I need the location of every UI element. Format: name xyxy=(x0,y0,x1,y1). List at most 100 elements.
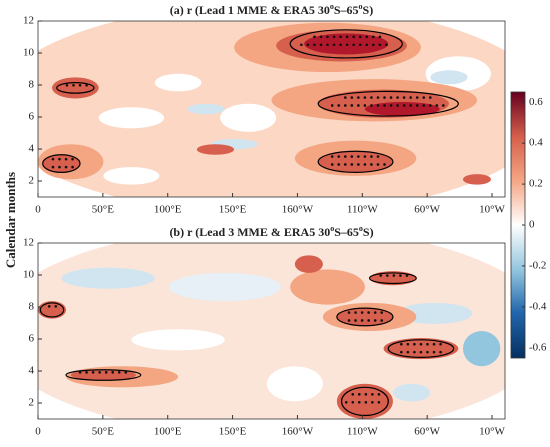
significance-dot xyxy=(351,400,355,404)
field-patch xyxy=(196,144,235,155)
significance-dot xyxy=(337,104,341,107)
significance-dot xyxy=(377,400,381,404)
significance-dot xyxy=(363,155,367,158)
significance-dot xyxy=(378,43,382,47)
significance-dot xyxy=(343,163,347,166)
x-tick-label: 0 xyxy=(35,204,41,216)
y-tick-label: 2 xyxy=(29,397,35,409)
significance-dot xyxy=(372,43,375,47)
significance-dot xyxy=(406,350,410,354)
significance-dot xyxy=(373,311,377,314)
significance-dot xyxy=(357,96,360,99)
significance-dot xyxy=(306,43,310,47)
significance-dot xyxy=(352,35,355,39)
significance-dot xyxy=(319,35,323,39)
significance-dot xyxy=(51,157,55,161)
significance-dot xyxy=(400,350,403,354)
field-patch xyxy=(462,331,501,367)
y-tick-label: 6 xyxy=(29,111,35,123)
significance-dot xyxy=(343,96,347,99)
field-patch xyxy=(383,338,459,360)
field-patch xyxy=(98,107,165,129)
significance-dot xyxy=(111,371,115,374)
field-patch xyxy=(61,267,155,289)
significance-dot xyxy=(339,43,342,47)
significance-dot xyxy=(370,155,373,158)
significance-dot xyxy=(419,342,423,346)
significance-dot xyxy=(402,104,406,107)
title-part: S–65 xyxy=(334,225,359,239)
significance-dot xyxy=(422,96,426,99)
significance-dot xyxy=(432,350,436,354)
significance-dot xyxy=(64,165,68,169)
significance-dot xyxy=(364,393,368,396)
y-tick-label: 12 xyxy=(23,237,34,249)
y-tick-label: 4 xyxy=(29,143,35,155)
significance-dot xyxy=(370,104,373,107)
significance-dot xyxy=(71,165,74,169)
significance-dot xyxy=(371,393,374,396)
significance-dot xyxy=(365,35,369,39)
plot-frame xyxy=(37,20,506,198)
x-tick-label: 110°W xyxy=(347,204,378,216)
significance-dot xyxy=(345,43,349,47)
x-tick-label: 110°W xyxy=(347,426,378,438)
significance-dot xyxy=(78,371,82,374)
significance-dot xyxy=(351,393,355,396)
colorbar-tick-label: -0.4 xyxy=(529,300,547,312)
significance-dot xyxy=(354,319,357,322)
field-patch xyxy=(397,302,473,324)
significance-contour xyxy=(56,81,95,94)
significance-contour xyxy=(317,90,459,117)
field-patch xyxy=(38,301,67,319)
significance-dot xyxy=(422,104,426,107)
field-patch xyxy=(294,255,323,273)
title-part: o xyxy=(359,224,363,233)
y-tick-label: 10 xyxy=(23,269,35,281)
significance-dot xyxy=(400,342,403,346)
significance-dot xyxy=(357,163,360,166)
significance-dot xyxy=(376,96,380,99)
significance-dot xyxy=(396,104,399,107)
field-patch xyxy=(462,174,491,185)
title-part: (b) r (Lead 3 MME & ERA5 30 xyxy=(169,225,330,239)
significance-dot xyxy=(405,274,409,277)
x-tick-label: 10°W xyxy=(479,204,505,216)
field-patch xyxy=(318,151,393,173)
x-tick-label: 50°E xyxy=(92,204,114,216)
field-patch xyxy=(392,383,431,402)
significance-dot xyxy=(332,43,336,47)
significance-dot xyxy=(385,43,388,47)
significance-dot xyxy=(363,96,367,99)
title-part: o xyxy=(359,2,363,11)
field-patch xyxy=(290,269,365,305)
significance-dot xyxy=(383,96,386,99)
significance-dot xyxy=(413,350,416,354)
significance-dot xyxy=(347,319,351,322)
significance-dot xyxy=(383,104,386,107)
x-tick-label: 100°E xyxy=(154,426,182,438)
significance-dot xyxy=(357,393,361,396)
significance-dot xyxy=(350,96,354,99)
field-patch xyxy=(154,73,202,92)
significance-dot xyxy=(365,43,369,47)
significance-dot xyxy=(72,83,75,87)
panel-title: (a) r (Lead 1 MME & ERA5 30oS–65oS) xyxy=(170,2,373,17)
plot-area xyxy=(38,243,505,419)
significance-dot xyxy=(350,163,354,166)
significance-dot xyxy=(85,83,88,87)
field-patch xyxy=(52,77,99,99)
significance-dot xyxy=(402,96,406,99)
y-tick-label: 6 xyxy=(29,333,35,345)
significance-dot xyxy=(313,35,316,39)
field-patch xyxy=(430,70,468,85)
significance-dot xyxy=(379,274,383,277)
panel-title: (b) r (Lead 3 MME & ERA5 30oS–65oS) xyxy=(169,224,373,239)
y-tick-label: 10 xyxy=(23,47,35,59)
field-patch xyxy=(168,272,281,302)
significance-dot xyxy=(71,157,74,161)
x-tick-label: 60°W xyxy=(414,426,440,438)
significance-dot xyxy=(350,104,354,107)
significance-contour xyxy=(387,339,455,359)
significance-dot xyxy=(360,311,364,314)
